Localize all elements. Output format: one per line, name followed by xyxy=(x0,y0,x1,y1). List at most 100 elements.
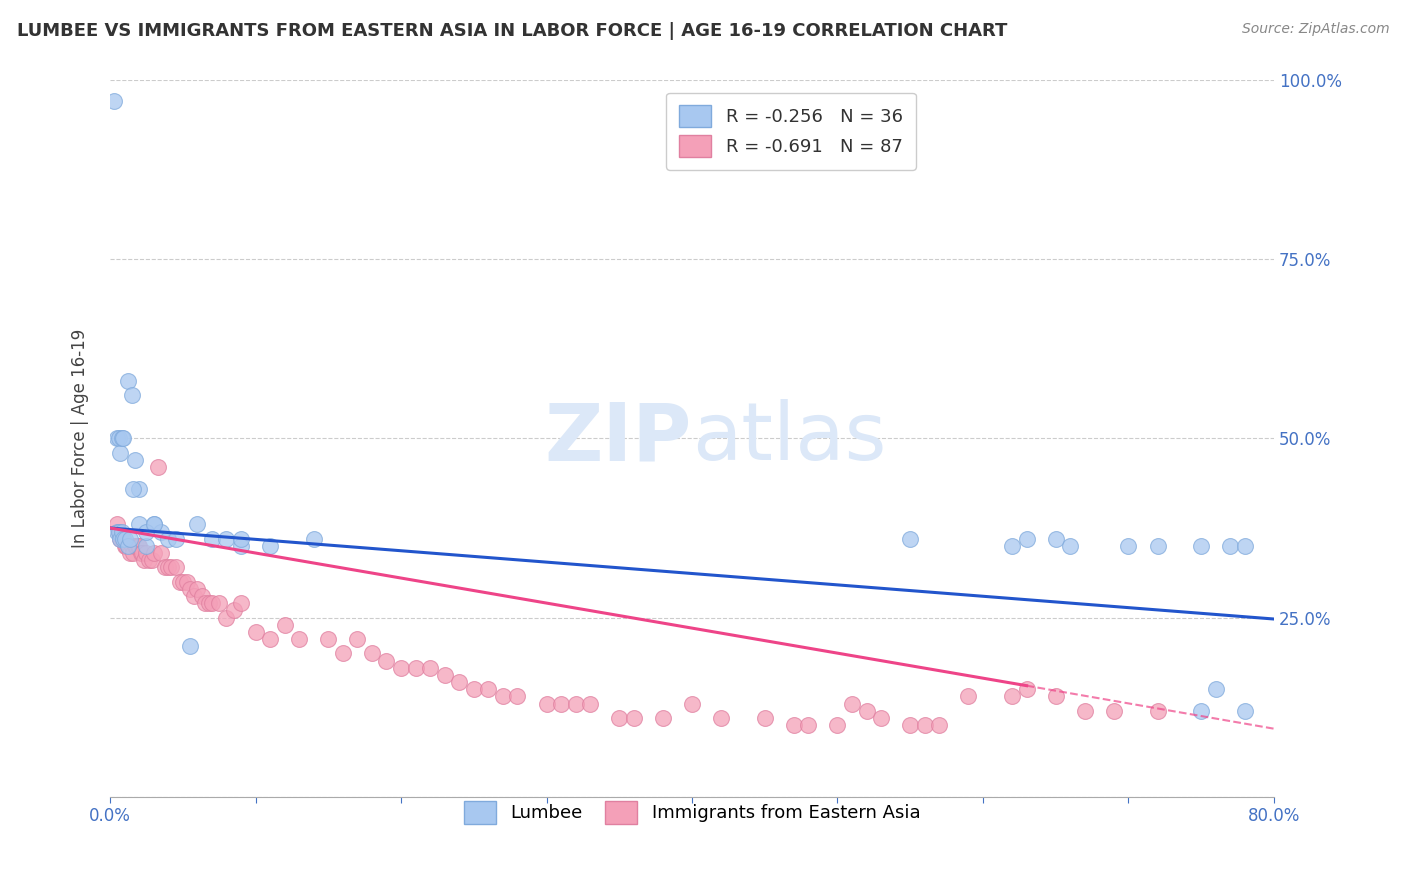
Point xyxy=(125,539,148,553)
Point xyxy=(898,532,921,546)
Point xyxy=(186,517,208,532)
Point xyxy=(186,582,208,596)
Point xyxy=(1189,704,1212,718)
Text: ZIP: ZIP xyxy=(544,400,692,477)
Point xyxy=(564,697,586,711)
Point xyxy=(477,682,499,697)
Point xyxy=(1219,539,1241,553)
Point xyxy=(332,647,354,661)
Point xyxy=(103,95,125,109)
Point xyxy=(105,431,128,445)
Point xyxy=(215,610,238,624)
Point xyxy=(110,532,132,546)
Point xyxy=(107,524,129,539)
Point xyxy=(169,574,191,589)
Point xyxy=(681,697,703,711)
Point xyxy=(165,560,187,574)
Point xyxy=(155,560,177,574)
Point xyxy=(492,690,515,704)
Point xyxy=(114,532,136,546)
Point xyxy=(229,532,252,546)
Point xyxy=(229,596,252,610)
Point xyxy=(229,539,252,553)
Point xyxy=(1074,704,1097,718)
Point xyxy=(710,711,733,725)
Point xyxy=(928,718,950,732)
Point xyxy=(419,661,441,675)
Point xyxy=(150,546,173,560)
Point xyxy=(135,546,157,560)
Point xyxy=(105,524,128,539)
Point xyxy=(1233,704,1256,718)
Point xyxy=(142,546,165,560)
Point xyxy=(160,560,183,574)
Point xyxy=(131,546,153,560)
Point xyxy=(194,596,217,610)
Point xyxy=(117,539,139,553)
Point xyxy=(172,574,194,589)
Point xyxy=(1045,690,1067,704)
Point xyxy=(198,596,221,610)
Point xyxy=(506,690,529,704)
Point xyxy=(132,553,155,567)
Point xyxy=(1015,532,1038,546)
Point xyxy=(827,718,849,732)
Point xyxy=(463,682,485,697)
Point xyxy=(536,697,558,711)
Point xyxy=(135,539,157,553)
Point xyxy=(111,524,134,539)
Point xyxy=(245,624,267,639)
Point xyxy=(111,431,134,445)
Point xyxy=(957,690,980,704)
Point xyxy=(302,532,325,546)
Point xyxy=(124,539,146,553)
Point xyxy=(157,532,180,546)
Point xyxy=(157,560,180,574)
Point xyxy=(346,632,368,646)
Point xyxy=(118,539,141,553)
Point xyxy=(112,532,135,546)
Point xyxy=(124,453,146,467)
Point xyxy=(128,482,150,496)
Point xyxy=(870,711,893,725)
Point xyxy=(449,675,471,690)
Point xyxy=(138,553,160,567)
Point xyxy=(855,704,877,718)
Point xyxy=(361,647,384,661)
Point xyxy=(1015,682,1038,697)
Point xyxy=(141,553,163,567)
Point xyxy=(110,532,132,546)
Point xyxy=(797,718,820,732)
Point xyxy=(316,632,339,646)
Point xyxy=(841,697,863,711)
Point xyxy=(1102,704,1125,718)
Point xyxy=(179,640,201,654)
Point xyxy=(107,524,129,539)
Point xyxy=(1233,539,1256,553)
Point xyxy=(273,617,295,632)
Point xyxy=(129,546,152,560)
Point xyxy=(146,460,169,475)
Point xyxy=(122,482,145,496)
Point xyxy=(128,539,150,553)
Legend: Lumbee, Immigrants from Eastern Asia: Lumbee, Immigrants from Eastern Asia xyxy=(453,790,931,834)
Point xyxy=(112,431,135,445)
Point xyxy=(1146,704,1168,718)
Point xyxy=(405,661,427,675)
Point xyxy=(117,374,139,388)
Point xyxy=(183,589,205,603)
Point xyxy=(122,546,145,560)
Point xyxy=(607,711,630,725)
Point xyxy=(142,517,165,532)
Point xyxy=(550,697,572,711)
Point xyxy=(201,532,224,546)
Point xyxy=(110,446,132,460)
Point xyxy=(150,524,173,539)
Point xyxy=(222,603,245,617)
Point xyxy=(111,532,134,546)
Point xyxy=(121,539,143,553)
Point xyxy=(1189,539,1212,553)
Point xyxy=(107,431,129,445)
Point xyxy=(898,718,921,732)
Point xyxy=(112,532,135,546)
